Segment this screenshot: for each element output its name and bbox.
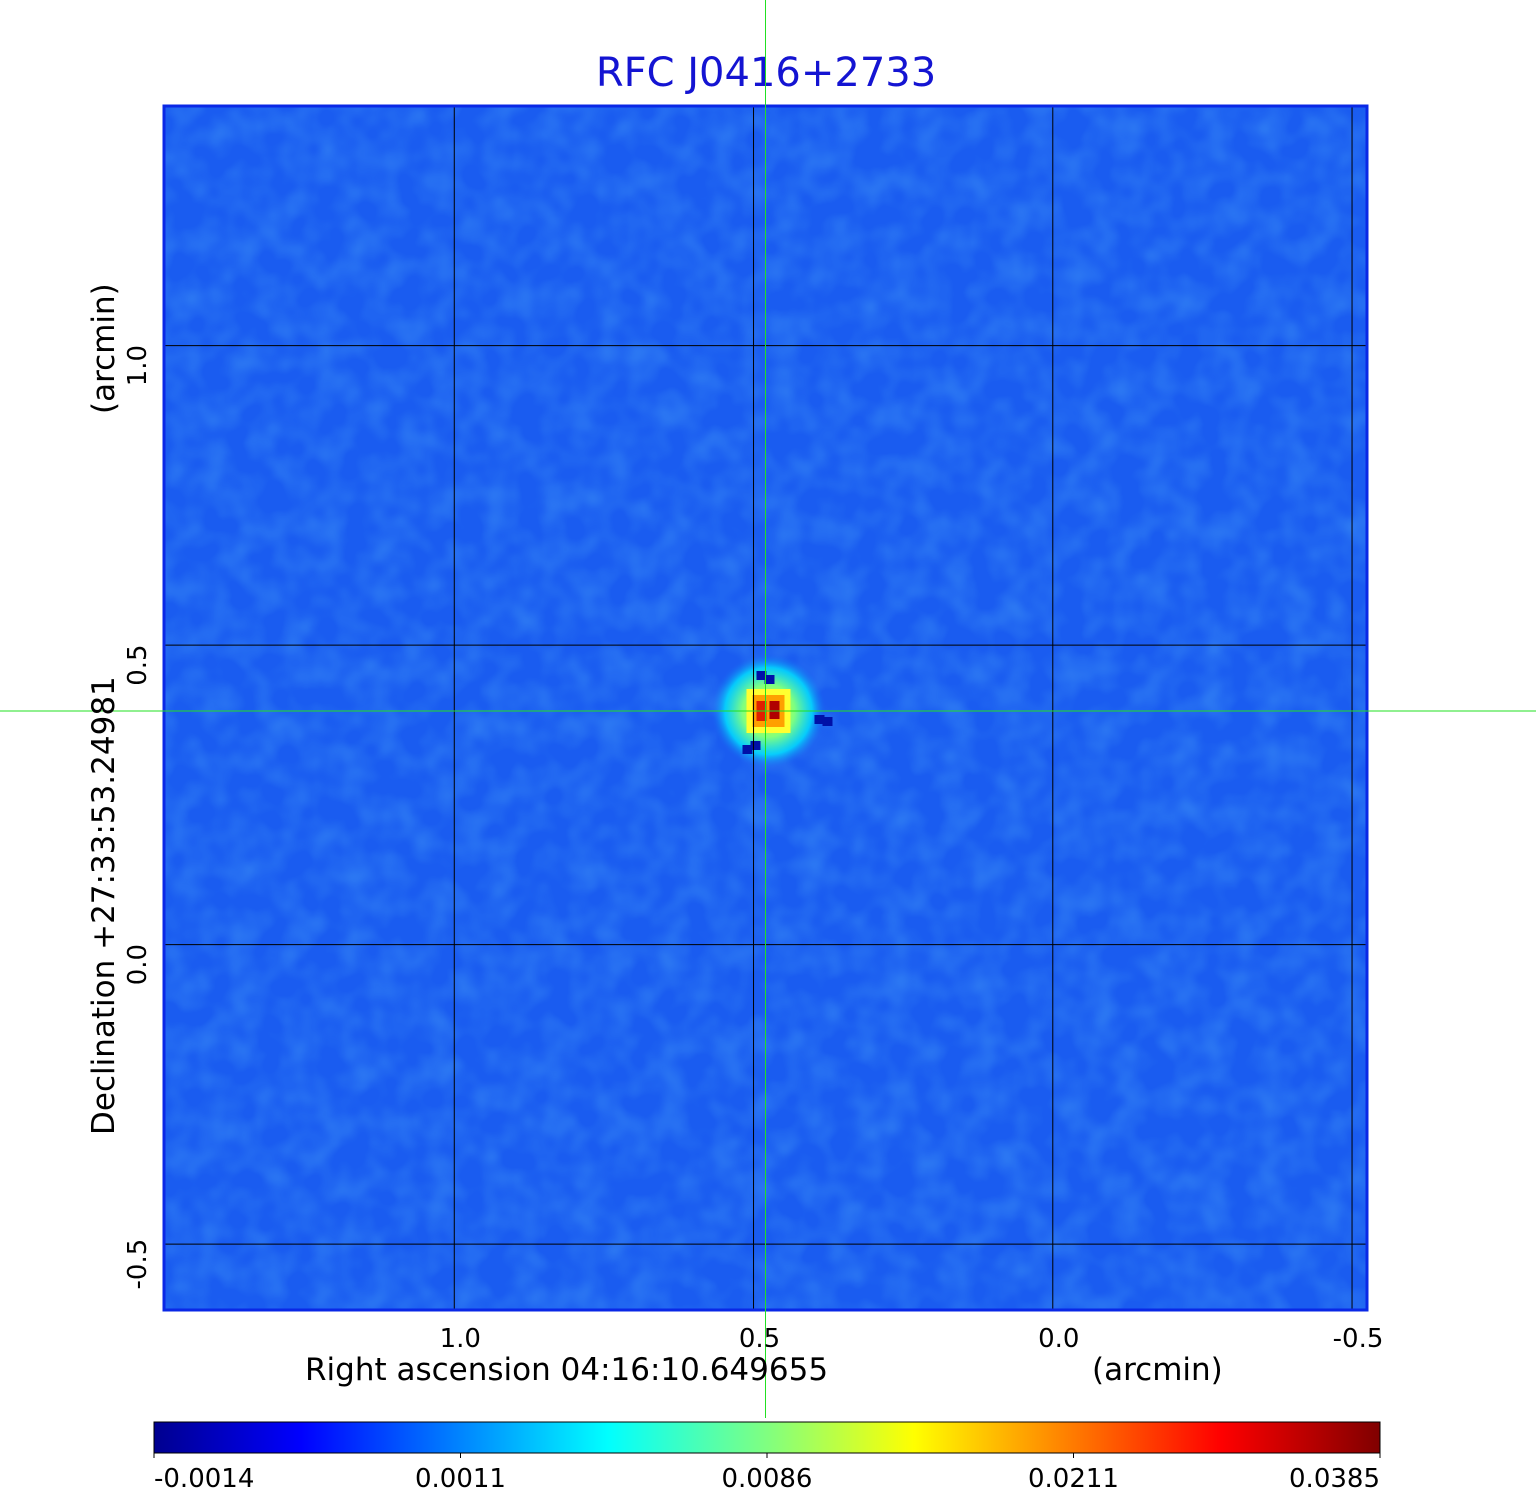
crosshair [0,0,1536,1418]
colorbar-tick-label: 0.0086 [722,1464,813,1494]
y-tick-labels: 1.0 0.5 0.0 -0.5 [123,345,153,1290]
negative-pixel-1 [764,674,775,684]
colorbar-tick-labels: -0.0014 0.0011 0.0086 0.0211 0.0385 [153,1453,1381,1494]
x-tick-label: 0.0 [1038,1324,1079,1354]
negative-pixel-2 [742,744,753,754]
x-tick-label: -0.5 [1333,1324,1384,1354]
negative-pixel-4 [814,714,825,724]
x-tick-label: 0.5 [739,1324,780,1354]
colorbar-tick-label: 0.0211 [1028,1464,1119,1494]
negative-pixel-5 [822,716,833,726]
negative-pixel-3 [750,740,761,750]
colorbar-tick-label: 0.0011 [415,1464,506,1494]
y-axis-label: Declination +27:33:53.24981 [86,676,122,1135]
y-tick-label: 0.5 [123,644,153,685]
source-core-peak [769,700,780,719]
y-tick-label: -0.5 [123,1239,153,1290]
x-axis-label: Right ascension 04:16:10.649655 [305,1352,828,1388]
x-axis-unit: (arcmin) [1092,1352,1223,1388]
colorbar-tick-label: 0.0385 [1289,1464,1380,1494]
y-tick-label: 0.0 [123,944,153,985]
y-axis-unit: (arcmin) [86,283,122,414]
y-tick-label: 1.0 [123,345,153,386]
x-tick-labels: 1.0 0.5 0.0 -0.5 [440,1324,1384,1354]
colorbar-tick-label: -0.0014 [154,1464,254,1494]
colorbar [153,1421,1381,1454]
x-tick-label: 1.0 [440,1324,481,1354]
negative-pixel-0 [756,670,767,680]
